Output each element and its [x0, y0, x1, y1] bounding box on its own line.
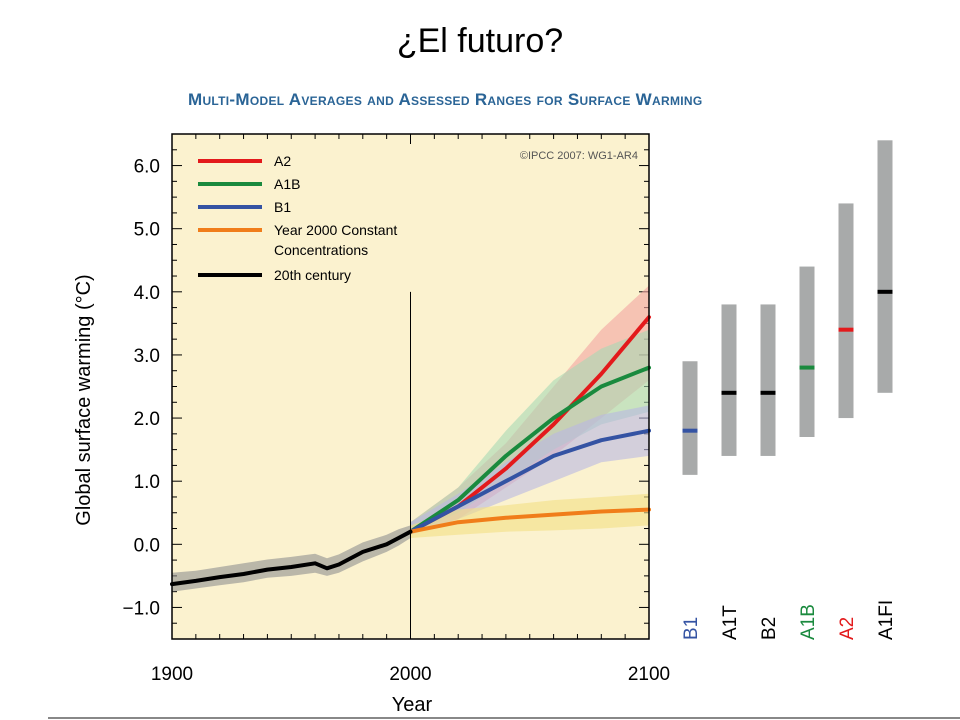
range-label-a2: A2: [837, 617, 858, 640]
range-label-a1fi: A1FI: [876, 600, 897, 640]
range-label-b1: B1: [681, 617, 702, 640]
copyright-note: ©IPCC 2007: WG1-AR4: [520, 150, 638, 162]
y-tick-label: 5.0: [134, 220, 160, 241]
band-a1b: [410, 329, 649, 535]
range-best-a1t: [721, 390, 737, 395]
legend-label: A1B: [274, 176, 300, 192]
y-tick-label: 3.0: [134, 346, 160, 367]
range-bar-a1b: [799, 266, 815, 437]
y-axis-label: Global surface warming (°C): [73, 274, 95, 525]
x-axis-label: Year: [392, 694, 433, 716]
range-label-a1b: A1B: [798, 604, 819, 640]
line-20th-century: [170, 529, 413, 587]
band-a2: [410, 285, 649, 535]
series-lines: [170, 315, 651, 587]
line-year-2000-constant-concentrations: [408, 507, 651, 534]
range-best-b1: [682, 428, 698, 433]
range-bar-b1: [682, 361, 698, 475]
y-tick-label: 1.0: [134, 472, 160, 493]
legend-label: Year 2000 Constant: [274, 222, 397, 238]
scenario-ranges: B1 A1T B2 A1B A2 A1FI: [681, 140, 897, 640]
range-best-a1fi: [877, 289, 893, 294]
x-tick-labels: 1900 2000 2100: [151, 664, 670, 685]
line-a1b: [408, 365, 651, 534]
legend-label: Concentrations: [274, 242, 368, 258]
y-tick-label: 2.0: [134, 409, 160, 430]
legend-label: B1: [274, 199, 291, 215]
range-best-b2: [760, 390, 776, 395]
range-bar-a2: [838, 203, 854, 419]
y-tick-label: −1.0: [122, 598, 160, 619]
x-tick-label: 2000: [389, 664, 431, 685]
range-bar-a1t: [721, 304, 737, 456]
x-tick-label: 1900: [151, 664, 193, 685]
legend-label: A2: [274, 153, 291, 169]
y-tick-labels: −1.0 0.0 1.0 2.0 3.0 4.0 5.0 6.0: [122, 157, 160, 620]
range-bar-a1fi: [877, 140, 893, 393]
range-label-a1t: A1T: [720, 605, 741, 640]
y-tick-label: 0.0: [134, 535, 160, 556]
line-b1: [408, 428, 651, 534]
range-bar-b2: [760, 304, 776, 456]
chart-title: Multi-Model Averages and Assessed Ranges…: [188, 90, 703, 109]
x-tick-label: 2100: [628, 664, 670, 685]
plot-frame: [171, 133, 650, 640]
bottom-divider: [48, 717, 960, 719]
slide-title: ¿El futuro?: [396, 22, 564, 60]
legend: A2 A1B B1 Year 2000 Constant Concentrations 2…: [198, 153, 397, 283]
y-tick-label: 4.0: [134, 283, 160, 304]
range-best-a1b: [799, 365, 815, 370]
legend-label: 20th century: [274, 267, 351, 283]
range-best-a2: [838, 327, 854, 332]
range-label-b2: B2: [759, 617, 780, 640]
y-tick-label: 6.0: [134, 157, 160, 178]
